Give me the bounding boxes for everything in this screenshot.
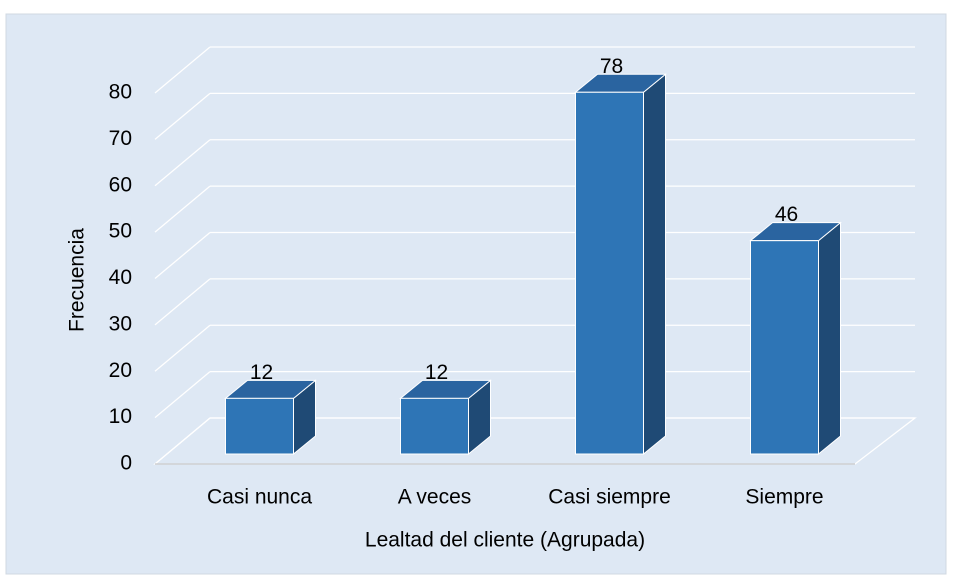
grid-line xyxy=(154,371,211,419)
bar xyxy=(225,397,294,455)
x-tick-label: Casi siempre xyxy=(548,486,671,509)
y-tick-label: 30 xyxy=(109,312,132,335)
x-tick-label: A veces xyxy=(398,486,472,509)
y-tick-label: 0 xyxy=(120,452,132,475)
y-tick-label: 40 xyxy=(109,266,132,289)
value-label: 12 xyxy=(250,361,273,384)
y-tick-label: 80 xyxy=(109,81,132,104)
grid-line xyxy=(154,139,211,187)
x-axis-title: Lealtad del cliente (Agrupada) xyxy=(365,529,645,552)
y-tick-label: 70 xyxy=(109,127,132,150)
bar xyxy=(400,397,469,455)
grid-line xyxy=(154,185,211,233)
y-axis-title: Frecuencia xyxy=(66,228,89,332)
bar-side xyxy=(818,221,841,456)
y-tick-label: 20 xyxy=(109,359,132,382)
y-tick-label: 10 xyxy=(109,405,132,428)
y-tick-label: 60 xyxy=(109,173,132,196)
value-label: 46 xyxy=(775,203,798,226)
x-tick-label: Casi nunca xyxy=(207,486,312,509)
grid-line xyxy=(154,92,211,140)
x-tick-label: Siempre xyxy=(745,486,823,509)
grid-line xyxy=(154,278,211,326)
bar xyxy=(575,91,644,455)
value-label: 12 xyxy=(425,361,448,384)
y-tick-label: 50 xyxy=(109,220,132,243)
grid-line xyxy=(154,232,211,279)
grid-line xyxy=(154,324,211,372)
bar xyxy=(750,240,819,455)
grid-line xyxy=(154,46,211,94)
value-label: 78 xyxy=(600,55,623,78)
bar-side xyxy=(643,73,666,456)
